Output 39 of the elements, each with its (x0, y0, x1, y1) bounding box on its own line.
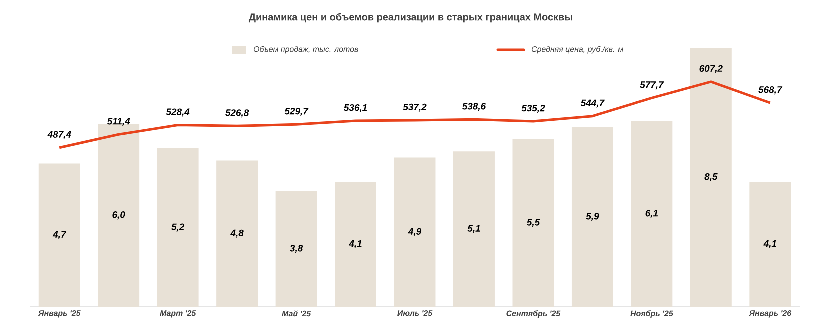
data-label: 511,4 (107, 118, 130, 126)
data-label: 577,7 (640, 82, 664, 90)
data-label: 4,8 (230, 230, 244, 238)
bar (216, 160, 258, 307)
data-label: 538,6 (462, 103, 486, 112)
bar (750, 182, 792, 307)
data-label: 536,1 (344, 104, 368, 113)
bar (512, 139, 554, 307)
bar (572, 127, 614, 307)
data-label: 528,4 (166, 108, 190, 117)
bar (690, 48, 732, 307)
data-label: 6,1 (646, 210, 658, 218)
data-label: 537,2 (403, 104, 427, 112)
bar (454, 152, 495, 307)
data-label: 568,7 (758, 86, 783, 95)
bar (276, 191, 318, 307)
data-label: 5,5 (526, 219, 540, 228)
data-label: 544,7 (580, 100, 605, 108)
data-label: 3,8 (290, 245, 304, 254)
data-label: 526,8 (226, 110, 250, 118)
bar (335, 182, 377, 307)
data-label: 8,5 (704, 173, 718, 182)
data-label: 5,9 (586, 213, 600, 222)
data-label: 535,2 (522, 104, 546, 114)
data-label: 4,1 (764, 240, 776, 249)
data-label: 487,4 (48, 131, 72, 140)
chart-title: Динамика цен и объемов реализации в старых границах Москвы (248, 13, 572, 23)
data-label: 5,1 (468, 225, 480, 234)
bar (394, 158, 436, 307)
data-label: 529,7 (284, 108, 309, 116)
bar (157, 148, 199, 307)
data-label: 6,0 (112, 212, 126, 220)
bar (38, 164, 80, 307)
bar (631, 121, 673, 307)
data-label: 4,7 (52, 231, 67, 240)
data-label: 4,1 (349, 240, 362, 249)
data-label: 5,2 (172, 224, 185, 232)
data-label: 607,2 (700, 65, 723, 74)
data-label: 4,9 (408, 228, 422, 236)
